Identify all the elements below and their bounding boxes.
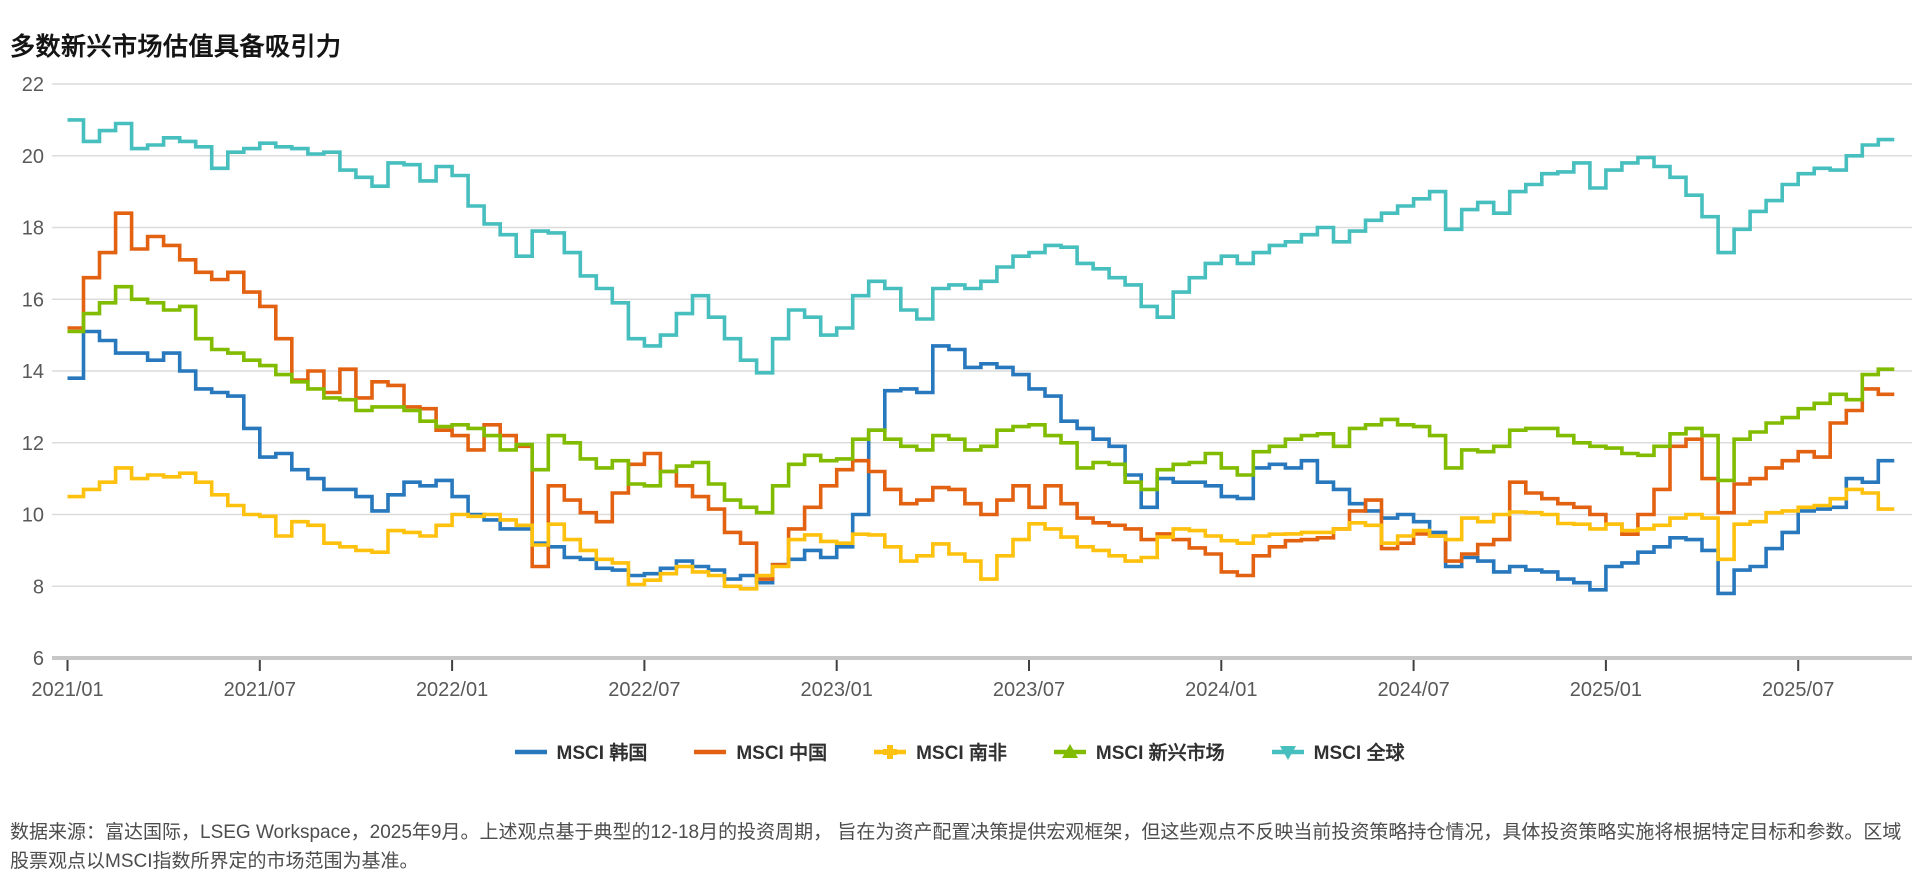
x-tick-label: 2021/01	[31, 679, 103, 701]
series-line-MSCI 新兴市场	[67, 284, 1895, 515]
legend-marker-icon	[514, 749, 547, 754]
series-line-MSCI 全球	[67, 118, 1895, 375]
y-axis-labels: 22 20 18 16 14 12 10 8 6	[22, 74, 44, 670]
legend-label: MSCI 全球	[1313, 743, 1405, 764]
legend-marker-icon	[874, 744, 907, 759]
x-tick-label: 2024/07	[1377, 679, 1449, 701]
y-tick-label: 14	[22, 361, 44, 383]
y-tick-label: 18	[22, 218, 44, 240]
legend-label: MSCI 南非	[916, 743, 1007, 764]
legend-label: MSCI 新兴市场	[1095, 743, 1225, 764]
y-tick-label: 8	[33, 576, 44, 598]
legend-item: MSCI 全球	[1271, 738, 1405, 765]
page-title: 多数新兴市场估值具备吸引力	[10, 32, 342, 61]
chart-legend: MSCI 韩国 MSCI 中国 MSCI 南非 MSCI 新兴市场 MSCI 全球	[0, 738, 1918, 765]
legend-item: MSCI 中国	[693, 738, 827, 765]
y-tick-label: 6	[33, 648, 44, 670]
y-tick-label: 16	[22, 289, 44, 311]
legend-item: MSCI 南非	[873, 738, 1007, 765]
x-axis-labels: 2021/01 2021/07 2022/01 2022/07 2023/01 2023/…	[31, 679, 1834, 701]
series-line-MSCI 中国	[67, 211, 1895, 581]
y-tick-label: 12	[22, 433, 44, 455]
legend-item: MSCI 新兴市场	[1053, 738, 1225, 765]
legend-item: MSCI 韩国	[514, 738, 648, 765]
x-axis-ticks	[66, 660, 1800, 671]
x-tick-label: 2023/07	[993, 679, 1065, 701]
series-line-MSCI 韩国	[67, 329, 1895, 596]
y-tick-label: 22	[22, 74, 44, 96]
legend-marker-icon	[694, 749, 727, 754]
legend-marker-icon	[1271, 745, 1304, 760]
x-tick-label: 2022/07	[608, 679, 680, 701]
x-tick-label: 2022/01	[416, 679, 488, 701]
legend-label: MSCI 韩国	[556, 743, 648, 764]
x-tick-label: 2025/01	[1570, 679, 1642, 701]
y-tick-label: 10	[22, 505, 44, 527]
x-tick-label: 2021/07	[224, 679, 296, 701]
gridlines	[52, 83, 1912, 587]
x-tick-label: 2024/01	[1185, 679, 1257, 701]
legend-label: MSCI 中国	[736, 743, 828, 764]
source-note: 数据来源：富达国际，LSEG Workspace，2025年9月。上述观点基于典…	[10, 822, 1902, 872]
y-tick-label: 20	[22, 146, 44, 168]
legend-marker-icon	[1053, 743, 1086, 758]
series-line-MSCI 南非	[67, 466, 1895, 591]
x-tick-label: 2023/01	[801, 679, 873, 701]
x-tick-label: 2025/07	[1762, 679, 1834, 701]
